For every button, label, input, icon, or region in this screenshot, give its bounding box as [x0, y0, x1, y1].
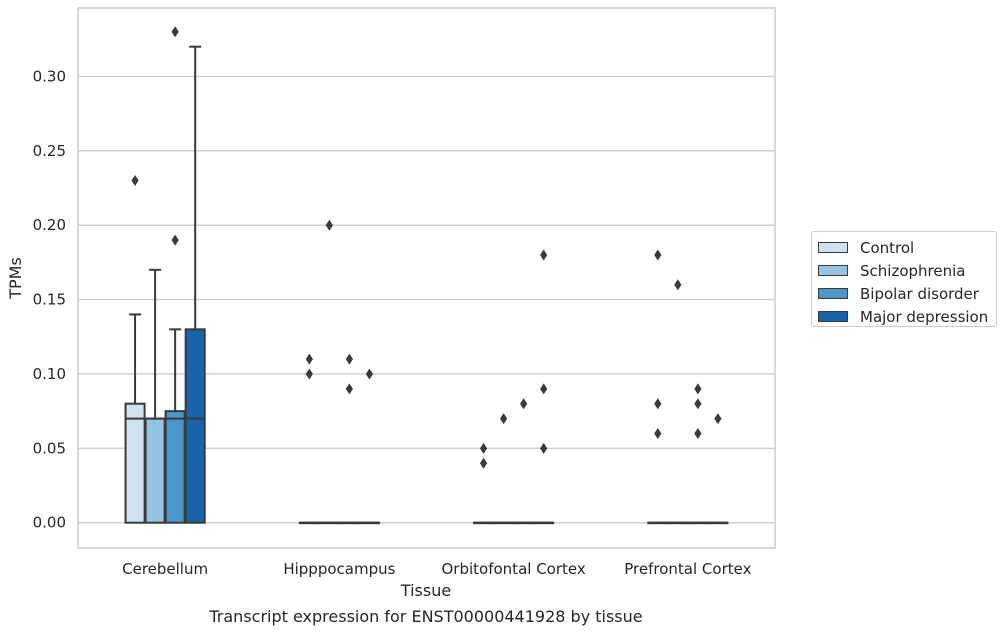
legend-swatch [818, 311, 848, 322]
x-tick-label: Hipppocampus [283, 560, 395, 578]
outlier-point [479, 457, 488, 469]
box-bipolar-disorder [513, 398, 535, 525]
legend-swatch [818, 265, 848, 276]
outlier-point [171, 26, 179, 38]
x-tick-label: Orbitofontal Cortex [442, 560, 586, 578]
y-tick-label: 0.00 [33, 514, 66, 532]
x-axis-title: Tissue [400, 581, 451, 600]
box-schizophrenia [144, 268, 166, 524]
outlier-point [171, 234, 179, 246]
box-control [473, 442, 495, 525]
outlier-point [694, 427, 702, 439]
outlier-point [131, 175, 139, 187]
outlier-point [540, 383, 548, 395]
outlier-point [305, 368, 313, 380]
box-plots [124, 26, 729, 525]
box-control [124, 175, 146, 524]
y-tick-label: 0.10 [33, 365, 66, 383]
outlier-point [654, 249, 662, 261]
outlier-point [325, 219, 333, 231]
legend-label: Major depression [860, 307, 989, 326]
box-iqr [144, 417, 166, 524]
box-major-depression [358, 368, 380, 525]
box-bipolar-disorder [338, 353, 360, 525]
legend-item: Bipolar disorder [818, 282, 996, 305]
outlier-point [694, 383, 702, 395]
outlier-point [540, 442, 548, 454]
legend-label: Schizophrenia [860, 261, 966, 280]
legend-item: Schizophrenia [818, 259, 996, 282]
box-control [298, 353, 320, 525]
box-schizophrenia [493, 413, 515, 525]
chart-title: Transcript expression for ENST0000044192… [208, 607, 642, 626]
legend-item: Control [818, 236, 996, 259]
x-tick-label: Cerebellum [122, 560, 208, 578]
box-major-depression [533, 249, 555, 525]
x-tick-label: Prefrontal Cortex [624, 560, 751, 578]
outlier-point [365, 368, 374, 380]
plot-area-frame [77, 7, 776, 549]
box-iqr [124, 402, 146, 524]
x-tick-labels: Cerebellum Hipppocampus Orbitofontal Corte… [122, 560, 751, 578]
outlier-point [714, 413, 722, 425]
outlier-point [654, 427, 662, 439]
legend-item: Major depression [818, 305, 996, 328]
box-control [647, 249, 669, 525]
box-bipolar-disorder [164, 26, 186, 524]
legend-label: Bipolar disorder [860, 284, 979, 303]
legend-swatch [818, 288, 848, 299]
outlier-point [345, 383, 353, 395]
y-axis-title: TPMs [6, 257, 25, 300]
y-tick-label: 0.30 [33, 67, 66, 85]
outlier-point [479, 442, 488, 454]
y-tick-label: 0.25 [33, 142, 66, 160]
box-schizophrenia [667, 279, 689, 525]
y-tick-label: 0.20 [33, 216, 66, 234]
box-major-depression [184, 45, 206, 524]
box-bipolar-disorder [687, 383, 709, 525]
outlier-point [305, 353, 313, 365]
outlier-point [520, 398, 528, 410]
box-iqr [184, 328, 206, 524]
box-schizophrenia [318, 219, 340, 525]
outlier-point [654, 398, 662, 410]
y-tick-label: 0.05 [33, 439, 66, 457]
outlier-point [674, 279, 682, 291]
outlier-point [500, 413, 508, 425]
legend: Control Schizophrenia Bipolar disorder Majo… [811, 231, 997, 327]
outlier-point [694, 398, 702, 410]
outlier-point [540, 249, 548, 261]
y-tick-labels: 0.00 0.05 0.10 0.15 0.20 0.25 0.30 [33, 67, 66, 531]
legend-label: Control [860, 238, 915, 257]
box-iqr [164, 410, 186, 524]
y-tick-label: 0.15 [33, 291, 66, 309]
legend-swatch [818, 242, 848, 253]
outlier-point [345, 353, 353, 365]
box-major-depression [707, 413, 729, 525]
